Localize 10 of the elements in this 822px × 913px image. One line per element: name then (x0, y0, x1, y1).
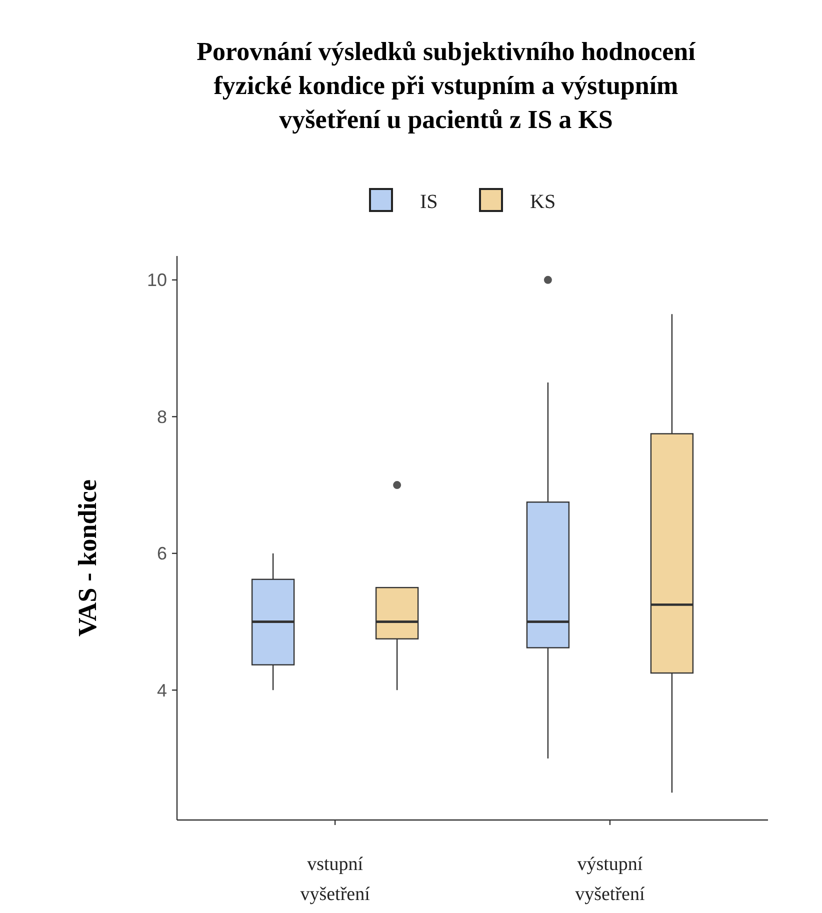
y-tick-label: 10 (146, 270, 167, 290)
x-tick-label: vstupní vyšetření (300, 854, 371, 905)
y-tick-label: 4 (156, 680, 167, 700)
y-tick-label: 6 (156, 544, 167, 564)
legend-label: KS (530, 191, 556, 213)
legend-label: IS (420, 191, 438, 213)
chart-title: Porovnání výsledků subjektivního hodnocení fyzické kondice při vstupním a výstupním vyšetření u pacientů z IS a KS (196, 37, 696, 134)
y-tick-label: 8 (156, 406, 167, 427)
x-tick-label: výstupní vyšetření (575, 854, 646, 905)
y-axis-title: VAS - kondice (73, 479, 102, 637)
